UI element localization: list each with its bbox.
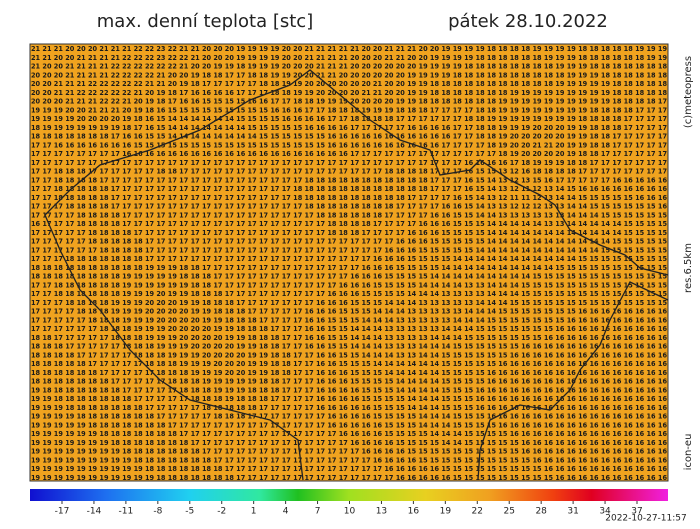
value-row: 19 19 19 19 19 19 19 19 18 18 18 18 18 1… bbox=[31, 448, 667, 456]
value-grid: 21 21 21 20 20 20 21 21 21 22 22 23 22 2… bbox=[31, 45, 667, 482]
value-row: 17 17 17 17 17 18 18 18 18 17 17 17 17 1… bbox=[31, 229, 667, 237]
model: icon-eu bbox=[683, 434, 694, 471]
value-row: 17 17 18 18 18 18 17 17 17 17 17 17 17 1… bbox=[31, 176, 667, 184]
colorbar-tick-label: -17 bbox=[55, 507, 70, 517]
title: max. denní teplota [stc] bbox=[97, 11, 313, 32]
colorbar-tick-label: 31 bbox=[567, 507, 578, 517]
value-row: 17 17 17 17 18 18 18 18 17 17 17 17 17 1… bbox=[31, 211, 667, 219]
colorbar-tick-label: -8 bbox=[153, 507, 162, 517]
value-row: 18 18 17 17 17 17 17 18 18 18 19 19 19 2… bbox=[31, 334, 667, 342]
colorbar-tick-label: -5 bbox=[185, 507, 194, 517]
value-row: 19 19 19 20 20 21 21 21 20 19 18 16 15 1… bbox=[31, 106, 667, 114]
colorbar-tick-label: 4 bbox=[283, 507, 289, 517]
value-row: 17 17 16 16 16 16 16 16 16 15 15 15 15 1… bbox=[31, 141, 667, 149]
colorbar-tick-label: 19 bbox=[440, 507, 452, 517]
value-row: 19 19 19 19 19 19 19 18 18 18 18 18 18 1… bbox=[31, 439, 667, 447]
value-row: 19 19 19 19 19 19 19 19 19 19 19 18 18 1… bbox=[31, 474, 667, 482]
value-row: 19 19 19 19 19 19 19 19 19 18 18 18 18 1… bbox=[31, 456, 667, 464]
value-row: 21 20 20 21 21 21 21 22 22 22 22 22 22 2… bbox=[31, 63, 667, 71]
value-row: 17 17 18 18 18 18 18 18 19 19 19 19 19 1… bbox=[31, 281, 667, 289]
colorbar-tick-label: 16 bbox=[408, 507, 420, 517]
value-row: 20 20 21 21 22 22 22 22 22 21 20 19 18 1… bbox=[31, 89, 667, 97]
value-row: 17 17 17 17 17 18 18 18 18 18 17 17 17 1… bbox=[31, 238, 667, 246]
value-row: 17 17 17 17 17 17 18 18 18 19 19 19 20 2… bbox=[31, 325, 667, 333]
value-row: 17 17 17 18 18 18 18 19 19 19 20 20 20 1… bbox=[31, 299, 667, 307]
value-row: 19 18 18 18 18 18 18 18 17 17 17 17 17 1… bbox=[31, 386, 667, 394]
colorbar-tick-label: 25 bbox=[503, 507, 514, 517]
value-row: 21 21 21 20 20 20 21 21 21 22 22 23 22 2… bbox=[31, 45, 667, 53]
value-row: 20 20 21 21 21 22 22 22 22 22 21 21 20 1… bbox=[31, 80, 667, 88]
colorbar-tick-label: 22 bbox=[472, 507, 483, 517]
value-row: 19 19 18 18 18 18 18 18 18 17 17 17 17 1… bbox=[31, 395, 667, 403]
value-row: 17 17 17 17 17 17 18 18 18 18 17 17 17 1… bbox=[31, 246, 667, 254]
colorbar-tick-label: 13 bbox=[376, 507, 387, 517]
copyright: (c)meteopress bbox=[683, 56, 694, 128]
value-row: 18 18 18 18 18 18 18 17 17 17 17 17 18 1… bbox=[31, 378, 667, 386]
value-row: 21 21 20 20 21 21 21 21 22 22 22 23 22 2… bbox=[31, 54, 667, 62]
value-row: 18 18 18 18 18 18 18 18 18 18 19 19 19 1… bbox=[31, 264, 667, 272]
colorbar-tick-label: -11 bbox=[119, 507, 134, 517]
value-row: 19 19 19 19 19 19 18 18 18 18 18 18 18 1… bbox=[31, 430, 667, 438]
value-row: 17 17 18 18 18 18 18 17 17 17 17 17 17 1… bbox=[31, 194, 667, 202]
value-row: 19 19 19 19 19 18 18 18 18 18 18 18 17 1… bbox=[31, 421, 667, 429]
colorbar-tick-label: -14 bbox=[87, 507, 102, 517]
value-row: 19 19 19 18 18 18 18 18 18 18 17 17 17 1… bbox=[31, 404, 667, 412]
value-row: 17 17 17 17 18 18 18 19 19 19 20 20 20 2… bbox=[31, 308, 667, 316]
colorbar-tick-label: -2 bbox=[217, 507, 226, 517]
value-row: 16 17 17 17 18 18 18 18 17 17 17 17 17 1… bbox=[31, 220, 667, 228]
value-row: 18 18 18 18 17 17 17 17 17 18 18 18 19 1… bbox=[31, 351, 667, 359]
value-row: 17 17 17 17 17 17 17 17 17 17 17 17 17 1… bbox=[31, 159, 667, 167]
map-area bbox=[29, 43, 669, 482]
value-row: 19 19 19 19 18 18 18 18 18 18 18 17 17 1… bbox=[31, 413, 667, 421]
timestamp: 2022-10-27-11:57 bbox=[605, 514, 687, 524]
value-row: 20 20 20 21 21 21 22 22 21 20 19 18 17 1… bbox=[31, 98, 667, 106]
colorbar-tick-label: 1 bbox=[251, 507, 257, 517]
value-row: 18 18 18 18 18 18 17 17 17 17 17 18 18 1… bbox=[31, 369, 667, 377]
value-row: 18 18 18 17 17 17 17 17 18 18 18 19 19 1… bbox=[31, 343, 667, 351]
value-row: 17 17 18 18 18 18 18 17 17 17 17 17 17 1… bbox=[31, 185, 667, 193]
value-row: 17 17 17 17 17 18 18 18 19 19 19 20 20 2… bbox=[31, 316, 667, 324]
value-row: 17 17 18 18 18 18 18 18 19 19 19 20 19 1… bbox=[31, 290, 667, 298]
value-row: 18 18 18 18 18 18 18 18 19 19 19 19 19 1… bbox=[31, 273, 667, 281]
value-row: 17 17 18 18 18 17 17 17 17 17 17 18 18 1… bbox=[31, 168, 667, 176]
colorbar-tick-label: 37 bbox=[631, 507, 642, 517]
colorbar-tick-label: 7 bbox=[315, 507, 321, 517]
colorbar-ticks: -17 -14 -11 -8 -5 -2 1 4 7 10 13 16 19 22 25 28 31 34 37 bbox=[55, 501, 643, 517]
resolution: res.6.5km bbox=[683, 243, 694, 293]
value-row: 18 18 18 18 18 18 18 17 16 16 15 15 14 1… bbox=[31, 133, 667, 141]
border-outline bbox=[44, 69, 669, 481]
colorbar bbox=[30, 489, 668, 501]
value-row: 18 19 19 19 19 19 19 19 18 17 16 15 14 1… bbox=[31, 124, 667, 132]
date: pátek 28.10.2022 bbox=[448, 11, 608, 32]
colorbar-tick-label: 10 bbox=[344, 507, 356, 517]
value-row: 20 20 20 21 21 21 21 22 22 22 22 21 20 2… bbox=[31, 71, 667, 79]
value-row: 17 17 17 18 18 18 18 17 17 17 17 17 17 1… bbox=[31, 203, 667, 211]
colorbar-tick-label: 28 bbox=[535, 507, 547, 517]
colorbar-tick-label: 34 bbox=[599, 507, 611, 517]
value-row: 19 19 19 19 20 20 20 20 19 18 16 15 14 1… bbox=[31, 115, 667, 123]
value-row: 17 17 17 18 18 18 18 18 18 18 17 17 17 1… bbox=[31, 255, 667, 263]
value-row: 17 17 17 17 17 17 17 17 16 16 16 16 16 1… bbox=[31, 150, 667, 158]
value-row: 19 19 19 19 19 19 19 19 19 19 18 18 18 1… bbox=[31, 465, 667, 473]
value-row: 18 18 18 18 18 17 17 17 17 17 18 18 18 1… bbox=[31, 360, 667, 368]
